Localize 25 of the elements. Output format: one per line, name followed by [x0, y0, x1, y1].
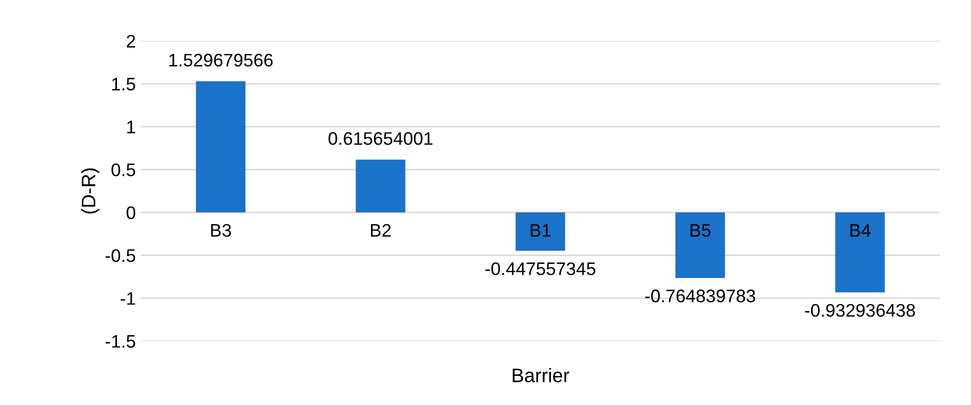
y-tick-label: 1.5: [112, 78, 136, 90]
x-tick-label: B4: [850, 224, 871, 237]
data-label: -0.932936438: [805, 304, 915, 317]
data-label: 1.529679566: [169, 54, 273, 67]
bar: [835, 212, 885, 292]
y-tick-label: 2: [126, 34, 136, 48]
data-label: -0.447557345: [485, 262, 596, 276]
y-tick-label: -1.5: [106, 335, 136, 348]
data-label: -0.764839783: [645, 290, 756, 302]
y-tick-label: 0: [126, 206, 136, 220]
y-tick-label: -1: [120, 292, 136, 305]
x-tick-label: B1: [530, 224, 551, 237]
y-tick-label: 0.5: [112, 163, 136, 176]
y-axis-title: (D-R): [81, 168, 100, 214]
x-tick-label: B2: [370, 224, 391, 237]
bar: [675, 212, 725, 278]
x-tick-label: B5: [690, 224, 710, 237]
y-tick-label: -0.5: [106, 249, 136, 262]
bar: [516, 212, 566, 251]
bar: [356, 160, 406, 212]
y-tick-label: 1: [127, 120, 136, 134]
x-axis-title: Barrier: [512, 368, 570, 382]
bar: [196, 81, 246, 212]
x-tick-label: B3: [211, 224, 231, 237]
data-label: 0.615654001: [328, 132, 432, 145]
